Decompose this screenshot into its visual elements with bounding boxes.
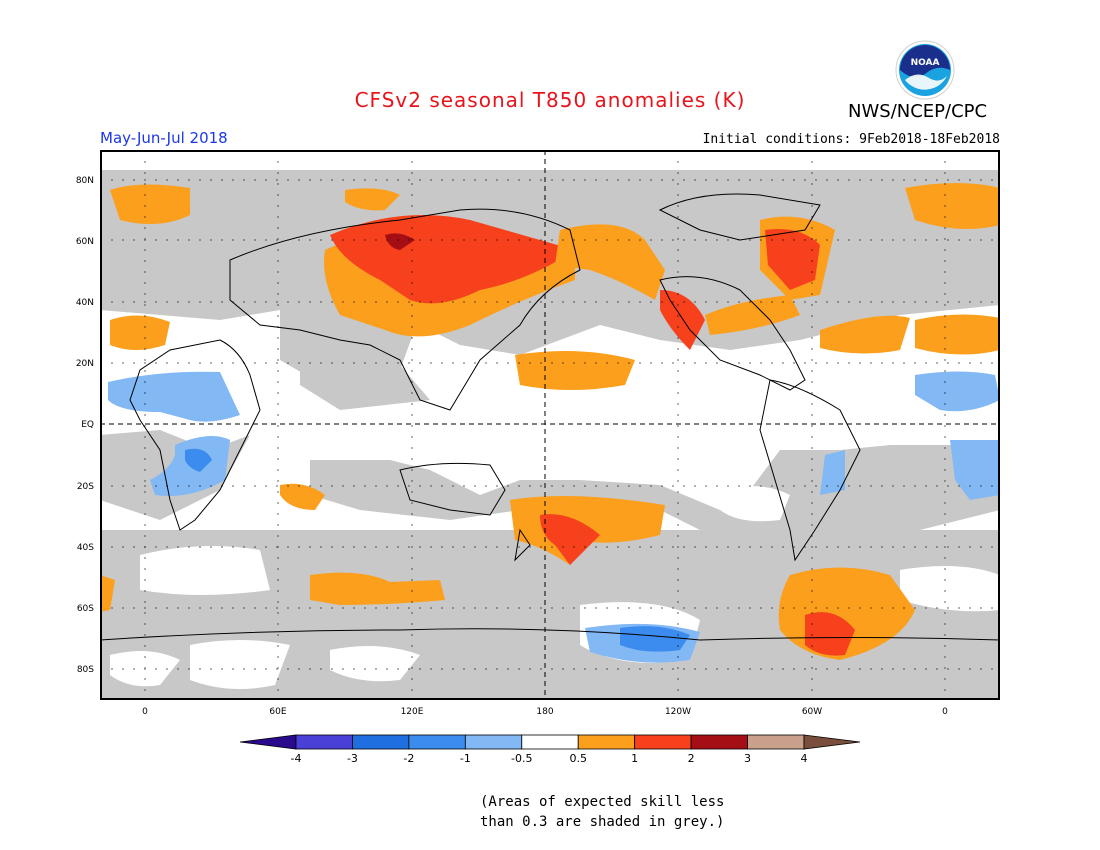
lon-label: 60W [802, 707, 822, 717]
colorbar-swatch [295, 734, 353, 750]
lat-label: 20S [77, 482, 94, 492]
colorbar-tick-label: 3 [744, 752, 751, 765]
skill-note-line1: (Areas of expected skill less [480, 794, 725, 810]
lon-label: 180 [536, 707, 553, 717]
negative-anomalies [108, 371, 1000, 663]
positive-anomalies [100, 183, 1000, 660]
colorbar-ticks: -4 -3 -2 -1 -0.5 0.5 1 2 3 4 [291, 752, 808, 765]
colorbar-swatch [577, 734, 636, 750]
skill-note: (Areas of expected skill less than 0.3 a… [480, 792, 724, 832]
colorbar-swatch [803, 734, 860, 750]
colorbar-swatch [747, 734, 805, 750]
lat-label: 40S [77, 543, 94, 553]
colorbar-swatch [240, 734, 297, 750]
colorbar-tick-label: -4 [291, 752, 302, 765]
map-title: CFSv2 seasonal T850 anomalies (K) [354, 88, 746, 112]
colorbar-swatch [690, 734, 748, 750]
colorbar-tick-label: -3 [347, 752, 358, 765]
colorbar-tick-label: 2 [688, 752, 695, 765]
logo-text: NOAA [911, 58, 940, 68]
lat-label: 60N [76, 237, 94, 247]
lon-label: 0 [142, 707, 148, 717]
lon-label: 0 [942, 707, 948, 717]
colorbar-swatch [521, 734, 579, 750]
skill-note-line2: than 0.3 are shaded in grey.) [480, 814, 725, 830]
colorbar: -4 -3 -2 -1 -0.5 0.5 1 2 3 4 [240, 734, 860, 765]
lon-label: 120W [665, 707, 691, 717]
colorbar-tick-label: 0.5 [569, 752, 587, 765]
colorbar-swatches [240, 734, 860, 750]
colorbar-swatch [408, 734, 466, 750]
lat-label: 80S [77, 665, 94, 675]
initial-conditions: Initial conditions: 9Feb2018-18Feb2018 [702, 132, 1000, 147]
lon-label: 60E [269, 707, 286, 717]
colorbar-tick-label: -1 [460, 752, 471, 765]
lon-label: 120E [401, 707, 424, 717]
colorbar-swatch [464, 734, 523, 750]
lon-axis: 0 60E 120E 180 120W 60W 0 [142, 707, 948, 717]
colorbar-tick-label: 4 [801, 752, 808, 765]
lat-label: 60S [77, 604, 94, 614]
colorbar-tick-label: 1 [631, 752, 638, 765]
lat-axis: 80N 60N 40N 20N EQ 20S 40S 60S 80S [76, 176, 94, 675]
gridlines [100, 150, 1000, 700]
anomaly-map [100, 150, 1000, 700]
colorbar-swatch [352, 734, 410, 750]
season-label: May-Jun-Jul 2018 [100, 129, 228, 147]
lat-label: EQ [81, 420, 94, 430]
lat-label: 40N [76, 298, 94, 308]
coastlines [100, 193, 1000, 641]
colorbar-tick-label: -2 [403, 752, 414, 765]
lat-label: 80N [76, 176, 94, 186]
colorbar-swatch [634, 734, 692, 750]
colorbar-tick-label: -0.5 [511, 752, 532, 765]
lat-label: 20N [76, 359, 94, 369]
map-frame [100, 150, 1000, 700]
agency-label: NWS/NCEP/CPC [848, 101, 988, 122]
noaa-logo: NOAA [895, 40, 955, 100]
